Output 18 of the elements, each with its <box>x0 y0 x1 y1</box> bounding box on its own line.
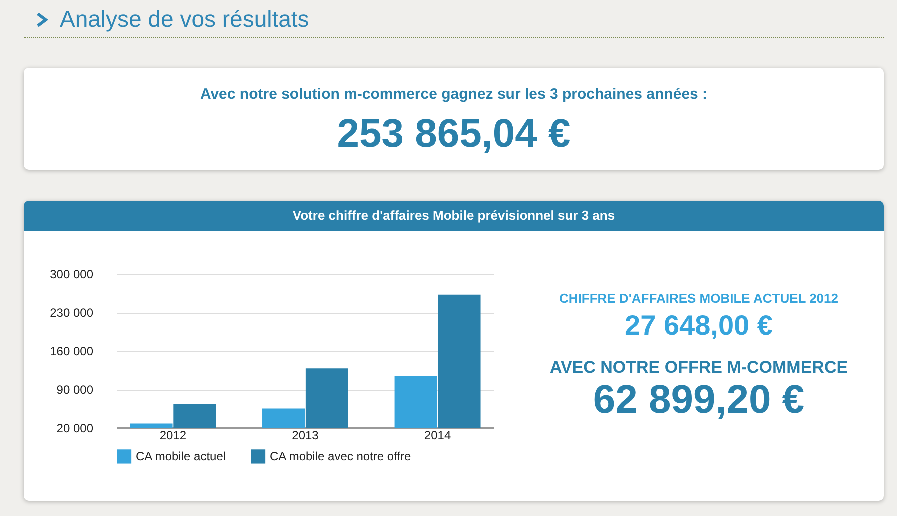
x-tick-label: 2012 <box>160 428 187 442</box>
legend-label: CA mobile avec notre offre <box>270 450 412 464</box>
chart-title: Votre chiffre d'affaires Mobile prévisionnel sur 3 ans <box>24 201 884 231</box>
text: 27 648,00 € <box>624 310 774 342</box>
x-tick-label: 2013 <box>292 428 320 442</box>
text: CHIFFRE D'AFFAIRES MOBILE ACTUEL 2012 <box>558 291 840 306</box>
text: 62 899,20 € <box>592 378 806 423</box>
text: Analyse de vos résultats <box>60 6 310 33</box>
text: Avec notre solution m-commerce gagnez sur les 3 prochaines années : <box>199 86 709 103</box>
text: 253 865,04 € <box>336 112 572 157</box>
y-tick-label: 160 000 <box>50 344 94 358</box>
y-tick-label: 90 000 <box>56 383 94 397</box>
y-tick-label: 20 000 <box>56 422 94 436</box>
legend-label: CA mobile actuel <box>136 450 226 464</box>
x-tick-label: 2014 <box>424 428 452 442</box>
y-tick-label: 230 000 <box>50 306 94 320</box>
y-tick-label: 300 000 <box>50 268 94 282</box>
text: AVEC NOTRE OFFRE M-COMMERCE <box>548 358 850 378</box>
